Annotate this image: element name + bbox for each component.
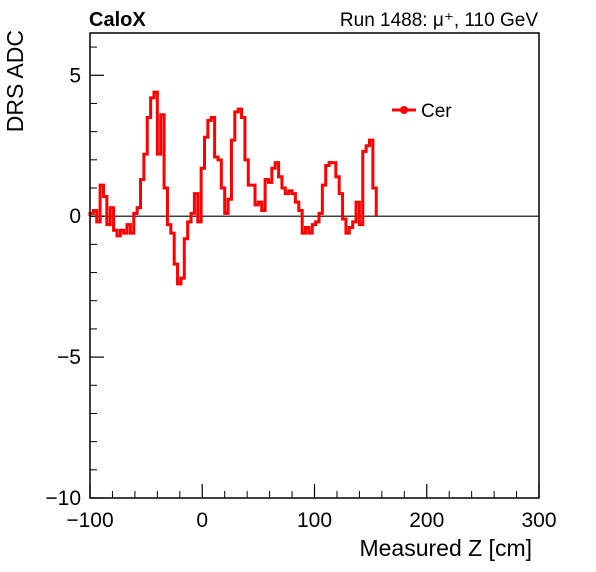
x-tick-label: 300 — [521, 509, 556, 532]
y-tick-label: 5 — [69, 64, 81, 87]
legend-marker-cer — [400, 106, 408, 114]
x-tick-label: 0 — [196, 509, 208, 532]
legend: Cer — [392, 101, 452, 122]
y-tick-label: 0 — [69, 205, 81, 228]
series-cer-histogram — [88, 90, 378, 286]
x-axis-title: Measured Z [cm] — [359, 535, 532, 561]
x-tick-label: −100 — [66, 509, 113, 532]
x-tick-label: 200 — [409, 509, 444, 532]
axis-tick-labels: −100 0 100 200 300 −10 −5 0 5 — [45, 64, 556, 532]
y-tick-label: −5 — [57, 346, 81, 369]
run-info-label: Run 1488: μ⁺, 110 GeV — [340, 10, 538, 31]
legend-label-cer: Cer — [421, 101, 452, 122]
experiment-label: CaloX — [89, 9, 146, 31]
plot-frame — [89, 32, 540, 499]
y-tick-label: −10 — [45, 487, 81, 510]
x-tick-label: 100 — [297, 509, 332, 532]
y-axis-title: DRS ADC — [2, 30, 28, 132]
